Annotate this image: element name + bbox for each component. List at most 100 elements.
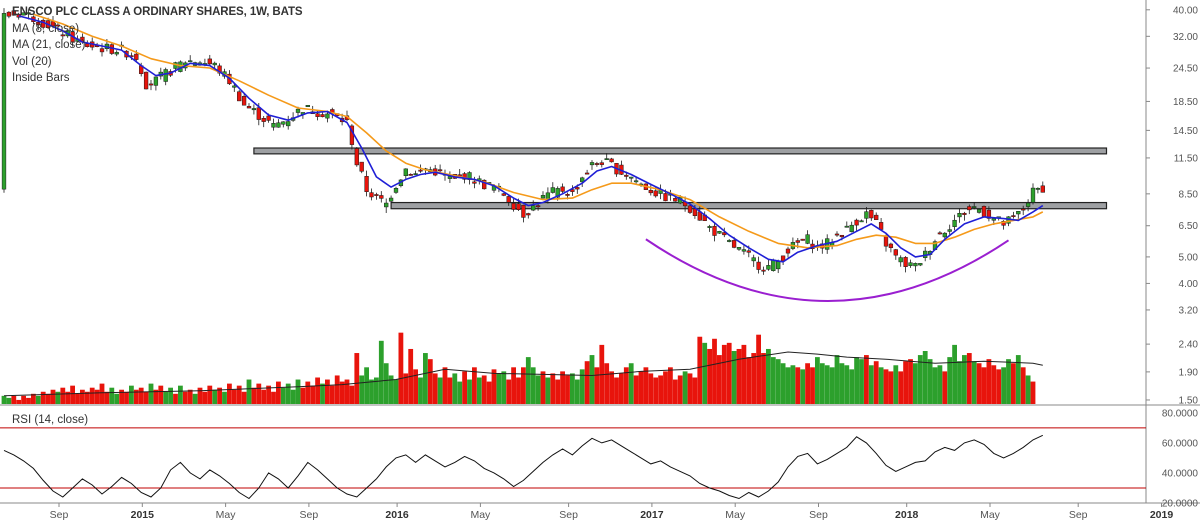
volume-bar: [148, 383, 154, 404]
candle-body: [413, 173, 418, 176]
volume-bar: [702, 342, 708, 404]
volume-bar: [859, 359, 864, 404]
candle-body: [21, 12, 26, 16]
time-tick-label: May: [980, 509, 1001, 521]
volume-bar: [6, 397, 12, 404]
candle-body: [325, 113, 330, 119]
candle-body: [594, 163, 600, 165]
ma-21-line: [33, 13, 1044, 249]
candle-body: [673, 198, 678, 202]
volume-bar: [45, 393, 51, 404]
candle-body: [839, 234, 845, 238]
volume-bar: [1001, 367, 1006, 404]
candle-body: [942, 232, 947, 238]
candle-body: [246, 106, 252, 109]
volume-bar: [320, 383, 325, 404]
candle-body: [217, 65, 222, 74]
volume-bar: [138, 387, 144, 404]
candle-body: [883, 235, 889, 247]
candle-body: [751, 257, 756, 262]
candle-body: [604, 158, 609, 161]
volume-bar: [658, 375, 663, 404]
candle-body: [364, 176, 369, 192]
candle-body: [163, 69, 168, 82]
candle-body: [565, 193, 570, 196]
volume-bar: [349, 385, 355, 404]
volume-bar: [80, 389, 85, 404]
time-tick-label: 2016: [385, 509, 409, 521]
volume-bar: [766, 348, 771, 404]
volume-bar: [447, 377, 453, 404]
volume-bar: [388, 375, 394, 404]
volume-bar: [560, 371, 565, 404]
candle-body: [570, 189, 575, 192]
candle-body: [687, 205, 693, 213]
candle-body: [114, 52, 119, 55]
candle-body: [516, 203, 521, 211]
candle-body: [1025, 202, 1031, 207]
candle-body: [1035, 188, 1041, 190]
time-tick-label: May: [470, 509, 491, 521]
volume-bar: [187, 389, 193, 404]
volume-bar: [315, 377, 320, 404]
candle-body: [785, 248, 791, 254]
price-tick-label: 14.50: [1173, 126, 1198, 137]
volume-bar: [687, 373, 693, 404]
volume-bar: [854, 357, 859, 404]
candle-body: [854, 219, 859, 226]
candle-body: [134, 53, 139, 60]
candle-body: [6, 11, 12, 17]
volume-bar: [295, 379, 301, 404]
volume-bar: [746, 357, 752, 404]
volume-bar: [594, 367, 600, 404]
volume-bar: [545, 377, 551, 404]
volume-bar: [143, 391, 149, 404]
volume-bar: [864, 355, 869, 404]
volume-bar: [261, 389, 267, 404]
volume-bar: [129, 385, 134, 404]
candle-body: [849, 224, 854, 233]
candle-body: [511, 203, 516, 210]
volume-bar: [403, 373, 409, 404]
candle-body: [756, 261, 761, 270]
price-axis: 40.00 32.00 24.50 18.50 14.50 11.50 8.50 6.50 5.…: [1146, 5, 1198, 406]
candle-body: [207, 58, 212, 65]
volume-bar: [398, 332, 404, 404]
volume-bar: [383, 363, 389, 404]
volume-bar: [217, 387, 222, 404]
candle-body: [99, 48, 105, 53]
candle-body: [403, 168, 408, 176]
volume-bar: [276, 381, 281, 404]
volume-bar: [423, 353, 428, 404]
candle-body: [624, 174, 629, 177]
volume-bar: [50, 389, 56, 404]
volume-bar: [819, 363, 825, 404]
volume-bar: [530, 367, 536, 404]
volume-bar: [472, 367, 477, 404]
volume-bar: [202, 391, 208, 404]
candle-body: [864, 211, 869, 219]
volume-bar: [364, 367, 369, 404]
volume-ma-line: [3, 351, 1043, 397]
candle-body: [967, 206, 972, 211]
candle-body: [599, 162, 604, 165]
candle-body: [369, 192, 374, 198]
candle-body: [256, 107, 261, 120]
volume-bar: [501, 371, 507, 404]
volume-bar: [751, 353, 757, 404]
volume-bar: [717, 355, 722, 404]
volume-bar: [976, 363, 982, 404]
volume-bar: [726, 342, 732, 404]
volume-bar: [266, 385, 271, 404]
volume-bar: [668, 367, 673, 404]
volume-bar: [99, 383, 105, 404]
rounding-bottom-arc: [645, 238, 1010, 302]
volume-bar: [682, 371, 688, 404]
volume-bar: [648, 373, 654, 404]
volume-bar: [124, 391, 129, 404]
volume-bar: [271, 391, 276, 404]
candle-body: [717, 231, 722, 234]
volume-bar: [227, 383, 232, 404]
ma-8-line: [18, 15, 1044, 263]
